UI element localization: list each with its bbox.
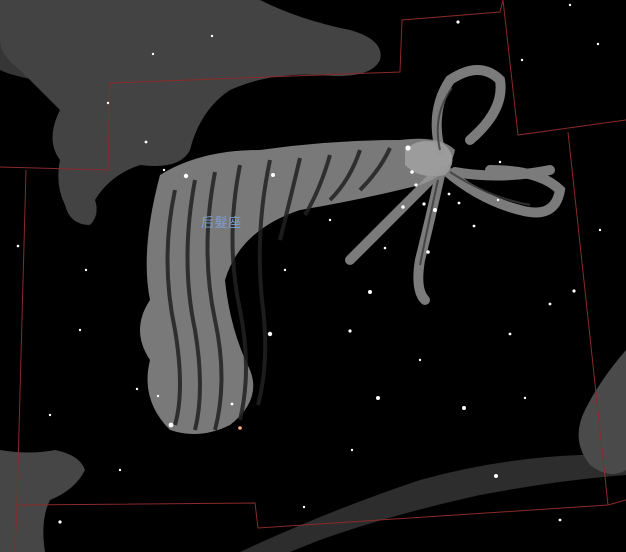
hair-tress-artwork xyxy=(140,65,566,434)
star xyxy=(558,518,562,522)
star xyxy=(520,58,524,62)
star xyxy=(376,396,380,400)
star xyxy=(401,205,405,209)
star xyxy=(447,192,451,196)
star xyxy=(596,42,600,46)
star xyxy=(598,228,602,232)
star xyxy=(58,520,62,524)
star xyxy=(462,406,466,410)
star xyxy=(106,101,110,105)
star xyxy=(144,140,148,144)
star xyxy=(508,332,512,336)
star xyxy=(118,468,122,472)
star xyxy=(267,331,273,337)
star xyxy=(283,268,287,272)
star xyxy=(414,183,418,187)
star xyxy=(572,289,576,293)
star xyxy=(328,218,332,222)
maiden-artwork xyxy=(240,350,626,552)
star xyxy=(496,198,500,202)
stars xyxy=(16,3,602,524)
star xyxy=(48,413,52,417)
star xyxy=(156,394,160,398)
star xyxy=(433,208,437,212)
star xyxy=(383,246,387,250)
star xyxy=(426,250,430,254)
star xyxy=(151,52,155,56)
star xyxy=(457,201,461,205)
star xyxy=(456,20,460,24)
star xyxy=(135,387,139,391)
star xyxy=(568,3,572,7)
star xyxy=(16,244,20,248)
star xyxy=(410,170,414,174)
star xyxy=(271,173,275,177)
star xyxy=(238,426,242,430)
star xyxy=(368,290,372,294)
star xyxy=(472,224,476,228)
star xyxy=(230,402,234,406)
star xyxy=(210,34,214,38)
star xyxy=(405,145,411,151)
star xyxy=(523,396,527,400)
star xyxy=(548,302,552,306)
star xyxy=(78,328,82,332)
star xyxy=(498,160,502,164)
star xyxy=(84,268,88,272)
star xyxy=(183,173,189,179)
star xyxy=(168,422,174,428)
dog-artwork xyxy=(0,450,85,552)
star xyxy=(494,474,498,478)
star xyxy=(348,329,352,333)
star xyxy=(350,448,354,452)
star xyxy=(162,168,166,172)
constellation-label[interactable]: 后髮座 xyxy=(201,216,242,231)
star xyxy=(422,202,426,206)
lion-artwork xyxy=(0,0,381,225)
star xyxy=(302,505,306,509)
star xyxy=(418,358,422,362)
